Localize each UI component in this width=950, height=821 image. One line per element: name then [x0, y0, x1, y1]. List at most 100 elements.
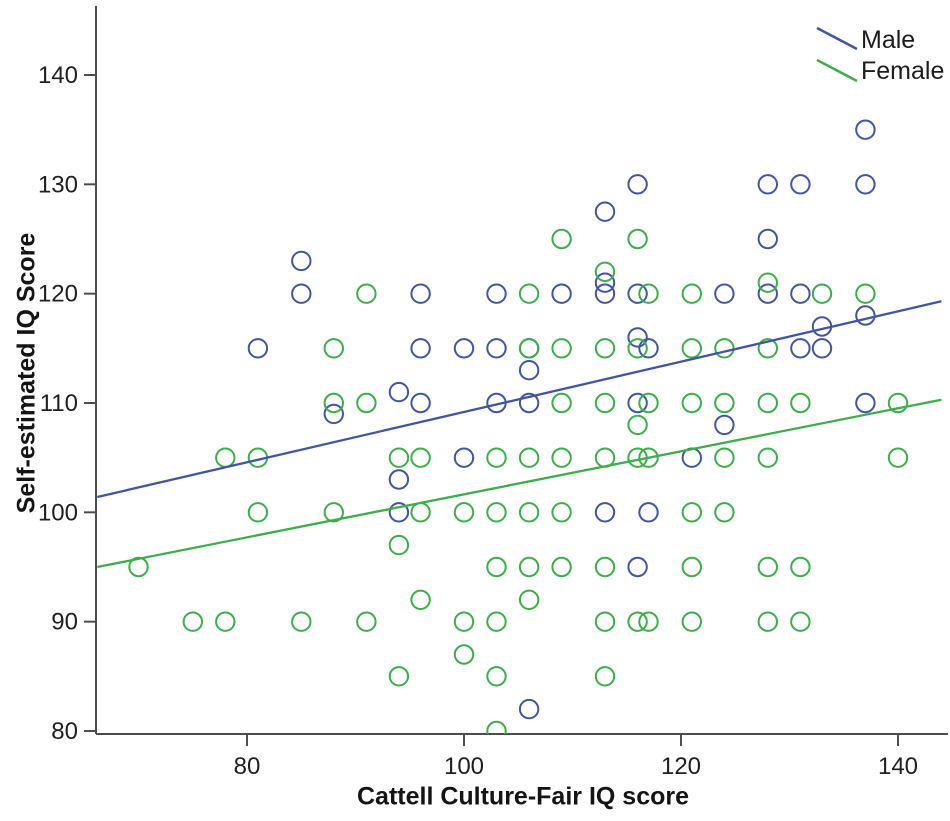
data-point-male: [757, 283, 778, 304]
data-point-female: [518, 556, 540, 578]
data-point-female: [518, 502, 540, 523]
x-tick-label: 140: [878, 753, 918, 780]
data-point-female: [681, 283, 702, 304]
y-axis-title: Self-estimated IQ Score: [12, 232, 41, 514]
data-point-female: [551, 447, 572, 468]
y-tick-label: 100: [38, 499, 78, 526]
male-trend-line: [97, 300, 942, 499]
data-points-layer: [128, 119, 909, 734]
data-point-male: [291, 250, 312, 272]
data-point-female: [518, 447, 540, 468]
data-point-male: [638, 338, 659, 359]
data-point-female: [247, 502, 269, 523]
data-point-male: [291, 283, 312, 304]
data-point-female: [594, 392, 616, 414]
data-point-male: [855, 174, 876, 195]
data-point-female: [757, 611, 778, 632]
data-point-female: [638, 611, 659, 632]
data-point-female: [681, 392, 702, 414]
data-point-female: [453, 644, 475, 665]
data-point-female: [594, 261, 616, 282]
data-point-male: [486, 283, 507, 304]
data-point-female: [790, 611, 811, 632]
data-point-male: [627, 556, 648, 578]
data-point-female: [182, 611, 204, 632]
data-point-female: [681, 338, 702, 359]
data-point-female: [757, 447, 778, 468]
data-point-male: [410, 338, 431, 359]
data-point-female: [887, 447, 909, 468]
data-point-female: [594, 666, 616, 687]
data-point-male: [410, 283, 431, 304]
data-point-female: [790, 392, 811, 414]
data-point-male: [714, 283, 735, 304]
data-point-female: [594, 556, 616, 578]
data-point-male: [638, 502, 659, 523]
data-point-female: [627, 414, 648, 436]
data-point-female: [714, 447, 735, 468]
data-point-female: [453, 611, 475, 632]
data-point-female: [518, 589, 540, 610]
y-tick-label: 140: [38, 62, 78, 89]
data-point-female: [551, 392, 572, 414]
data-point-female: [486, 502, 507, 523]
x-axis-title: Cattell Culture-Fair IQ score: [356, 782, 690, 811]
data-point-female: [627, 611, 648, 632]
data-point-female: [551, 228, 572, 250]
data-point-female: [681, 556, 702, 578]
x-tick-label: 80: [234, 753, 261, 780]
y-tick-label: 110: [40, 390, 78, 417]
data-point-male: [627, 327, 648, 348]
data-point-male: [594, 502, 616, 523]
data-point-female: [551, 556, 572, 578]
data-point-female: [681, 502, 702, 523]
y-tick-label: 90: [51, 609, 78, 636]
data-point-male: [855, 392, 876, 414]
data-point-male: [551, 283, 572, 304]
data-point-female: [215, 447, 236, 468]
data-point-male: [757, 174, 778, 195]
data-point-male: [790, 174, 811, 195]
legend-female-line: [816, 58, 858, 83]
data-point-female: [291, 611, 312, 632]
data-point-male: [453, 447, 475, 468]
data-point-female: [594, 611, 616, 632]
data-point-female: [638, 447, 659, 468]
data-point-female: [757, 338, 778, 359]
data-point-female: [757, 392, 778, 414]
data-point-male: [518, 360, 540, 381]
data-point-female: [638, 283, 659, 304]
data-point-male: [790, 338, 811, 359]
data-point-male: [627, 174, 648, 195]
data-point-male: [518, 392, 540, 414]
data-point-female: [518, 338, 540, 359]
data-point-male: [627, 392, 648, 414]
data-point-female: [627, 228, 648, 250]
data-point-female: [486, 720, 507, 734]
data-point-male: [594, 201, 616, 222]
data-point-female: [594, 338, 616, 359]
data-point-female: [356, 392, 377, 414]
data-point-female: [790, 556, 811, 578]
x-tick-label: 100: [444, 753, 484, 780]
trend-lines-layer: [97, 300, 942, 569]
y-tick-label: 80: [51, 718, 78, 745]
x-tick-label: 120: [661, 753, 701, 780]
legend-label-female: Female: [861, 57, 945, 85]
data-point-female: [486, 556, 507, 578]
data-point-female: [638, 392, 659, 414]
data-point-female: [887, 392, 909, 414]
data-point-female: [486, 447, 507, 468]
data-point-male: [790, 283, 811, 304]
data-point-female: [714, 392, 735, 414]
data-point-female: [388, 534, 410, 556]
data-point-male: [388, 381, 410, 403]
data-point-female: [356, 611, 377, 632]
data-point-female: [627, 338, 648, 359]
data-point-male: [410, 392, 431, 414]
data-point-female: [811, 283, 833, 304]
y-tick-label: 120: [38, 281, 78, 308]
data-point-male: [757, 228, 778, 250]
y-tick-label: 130: [38, 171, 78, 198]
